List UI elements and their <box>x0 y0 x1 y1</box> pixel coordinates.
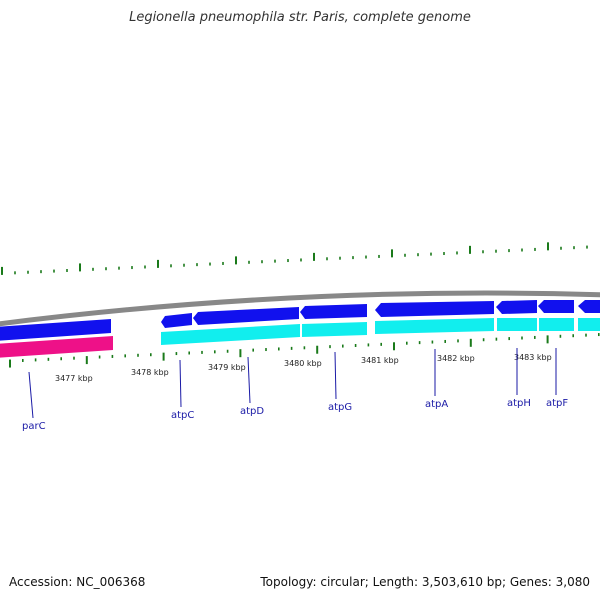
gene-feature-atpg-forward[interactable] <box>300 304 367 319</box>
leader-line <box>179 359 182 408</box>
gene-label-atpg[interactable]: atpG <box>328 402 352 413</box>
gene-feature-atpc-forward[interactable] <box>161 313 192 328</box>
gene-feature-atpd-forward[interactable] <box>193 307 299 325</box>
gene-label-atpd[interactable]: atpD <box>240 406 264 417</box>
gene-feature-next-reverse[interactable] <box>578 318 600 331</box>
gene-feature-atph-reverse[interactable] <box>497 318 537 331</box>
gene-feature-atpf-reverse[interactable] <box>539 318 574 331</box>
gene-feature-atph-forward[interactable] <box>496 300 537 314</box>
scale-label: 3483 kbp <box>514 353 552 362</box>
scale-label: 3481 kbp <box>361 356 399 365</box>
genome-summary: Topology: circular; Length: 3,503,610 bp… <box>260 575 590 589</box>
gene-label-parc[interactable]: parC <box>22 421 46 432</box>
gene-feature-parc-forward[interactable] <box>0 319 111 341</box>
scale-label: 3482 kbp <box>437 354 475 363</box>
scale-labels: 3477 kbp 3478 kbp 3479 kbp 3480 kbp 3481… <box>55 353 552 383</box>
gene-feature-atpc-reverse[interactable] <box>161 324 300 345</box>
scale-label: 3479 kbp <box>208 363 246 372</box>
scale-label: 3478 kbp <box>131 368 169 377</box>
gene-feature-atpa-reverse[interactable] <box>375 318 494 334</box>
gene-feature-atpf-forward[interactable] <box>538 300 574 313</box>
scale-label: 3480 kbp <box>284 359 322 368</box>
gene-label-atph[interactable]: atpH <box>507 398 531 409</box>
scale-ticks <box>9 333 600 368</box>
leader-line <box>28 371 34 419</box>
gene-feature-atpg-reverse[interactable] <box>302 322 367 337</box>
leader-line <box>247 356 251 404</box>
gene-labels: parC atpC atpD atpG atpA atpH atpF <box>22 398 568 432</box>
gene-feature-next-forward[interactable] <box>578 300 600 313</box>
gene-label-atpf[interactable]: atpF <box>546 398 568 409</box>
gc-content-ticks <box>1 242 588 275</box>
rna-feature[interactable] <box>0 336 113 358</box>
reverse-strand-genes <box>161 318 600 345</box>
scale-label: 3477 kbp <box>55 374 93 383</box>
accession-label: Accession: NC_006368 <box>9 575 146 589</box>
gene-label-atpa[interactable]: atpA <box>425 399 448 410</box>
leader-line <box>334 351 337 400</box>
map-title: Legionella pneumophila str. Paris, compl… <box>129 10 471 25</box>
forward-strand-genes <box>0 300 600 341</box>
gene-label-atpc[interactable]: atpC <box>171 410 194 421</box>
gene-feature-atpa-forward[interactable] <box>375 301 494 317</box>
genome-backbone <box>0 290 600 327</box>
gene-leader-lines <box>28 348 557 419</box>
